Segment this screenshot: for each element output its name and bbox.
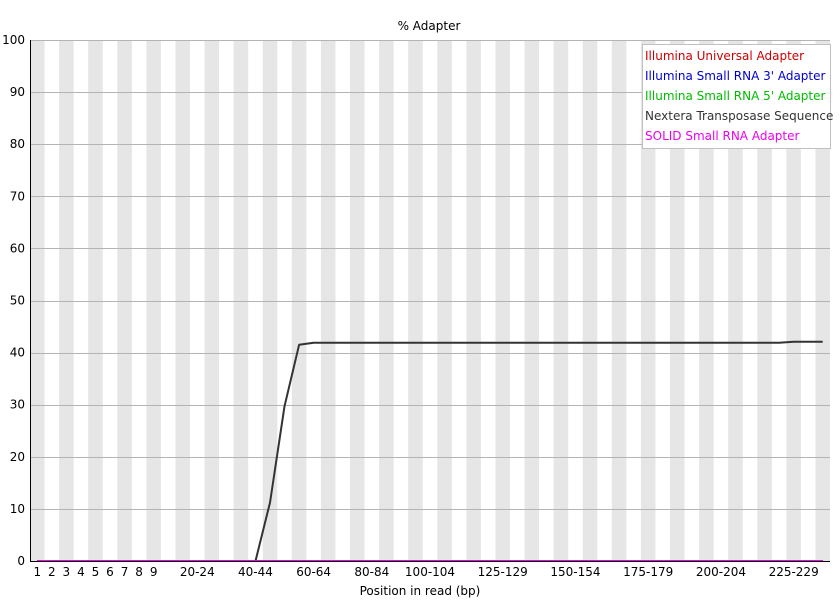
- band: [379, 40, 394, 561]
- x-tick-label: 8: [135, 565, 143, 579]
- y-tick-label: 40: [10, 346, 25, 360]
- band: [146, 40, 161, 561]
- x-axis-label: Position in read (bp): [360, 584, 481, 598]
- x-tick-label: 7: [121, 565, 129, 579]
- legend-entry: Illumina Small RNA 3' Adapter: [645, 69, 826, 83]
- x-tick-label: 150-154: [550, 565, 600, 579]
- band: [524, 40, 540, 561]
- band: [437, 40, 452, 561]
- y-tick-label: 60: [10, 241, 25, 255]
- x-tick-label: 20-24: [180, 565, 215, 579]
- x-tick-label: 9: [150, 565, 158, 579]
- x-tick-label: 40-44: [238, 565, 273, 579]
- x-tick-label: 2: [48, 565, 56, 579]
- x-tick-label: 4: [77, 565, 85, 579]
- x-tick-label: 60-64: [296, 565, 331, 579]
- legend-entry: Illumina Universal Adapter: [645, 49, 804, 63]
- band: [320, 40, 336, 561]
- band: [59, 40, 74, 561]
- x-tick-label: 175-179: [623, 565, 673, 579]
- y-tick-label: 50: [10, 294, 25, 308]
- band: [30, 40, 45, 561]
- y-tick-label: 0: [17, 554, 25, 568]
- band: [611, 40, 627, 561]
- band: [815, 40, 830, 561]
- legend: Illumina Universal Adapter Illumina Small…: [642, 44, 833, 149]
- x-tick-label: 225-229: [769, 565, 819, 579]
- band: [291, 40, 307, 561]
- x-tick-label: 3: [63, 565, 71, 579]
- x-axis-ticks: 1 2 3 4 5 6 7 8 9 20-24 40-44 60-64 80-84 100-104 125-…: [33, 565, 818, 579]
- x-tick-label: 1: [33, 565, 41, 579]
- legend-entry: Nextera Transposase Sequence: [645, 109, 833, 123]
- x-tick-label: 100-104: [405, 565, 455, 579]
- y-tick-label: 80: [10, 137, 25, 151]
- band: [786, 40, 801, 561]
- x-tick-label: 6: [106, 565, 114, 579]
- band: [204, 40, 220, 561]
- y-tick-label: 90: [10, 85, 25, 99]
- band: [88, 40, 103, 561]
- legend-box: [642, 44, 831, 149]
- alternating-bands: [30, 40, 830, 561]
- chart-title: % Adapter: [398, 19, 461, 33]
- band: [553, 40, 569, 561]
- legend-entry: SOLID Small RNA Adapter: [645, 129, 799, 143]
- y-axis-ticks: 0 10 20 30 40 50 60 70 80 90 100: [2, 33, 25, 568]
- x-tick-label: 5: [92, 565, 100, 579]
- band: [757, 40, 772, 561]
- band: [728, 40, 743, 561]
- y-tick-label: 30: [10, 398, 25, 412]
- y-tick-label: 10: [10, 502, 25, 516]
- x-tick-label: 125-129: [478, 565, 528, 579]
- band: [233, 40, 249, 561]
- band: [408, 40, 423, 561]
- band: [262, 40, 278, 561]
- band: [699, 40, 714, 561]
- band: [640, 40, 656, 561]
- x-tick-label: 200-204: [696, 565, 746, 579]
- band: [350, 40, 365, 561]
- band: [582, 40, 598, 561]
- y-tick-label: 20: [10, 450, 25, 464]
- band: [466, 40, 481, 561]
- y-tick-label: 100: [2, 33, 25, 47]
- band: [117, 40, 132, 561]
- legend-entry: Illumina Small RNA 5' Adapter: [645, 89, 826, 103]
- x-tick-label: 80-84: [354, 565, 389, 579]
- band: [670, 40, 685, 561]
- band: [495, 40, 510, 561]
- y-tick-label: 70: [10, 189, 25, 203]
- band: [175, 40, 190, 561]
